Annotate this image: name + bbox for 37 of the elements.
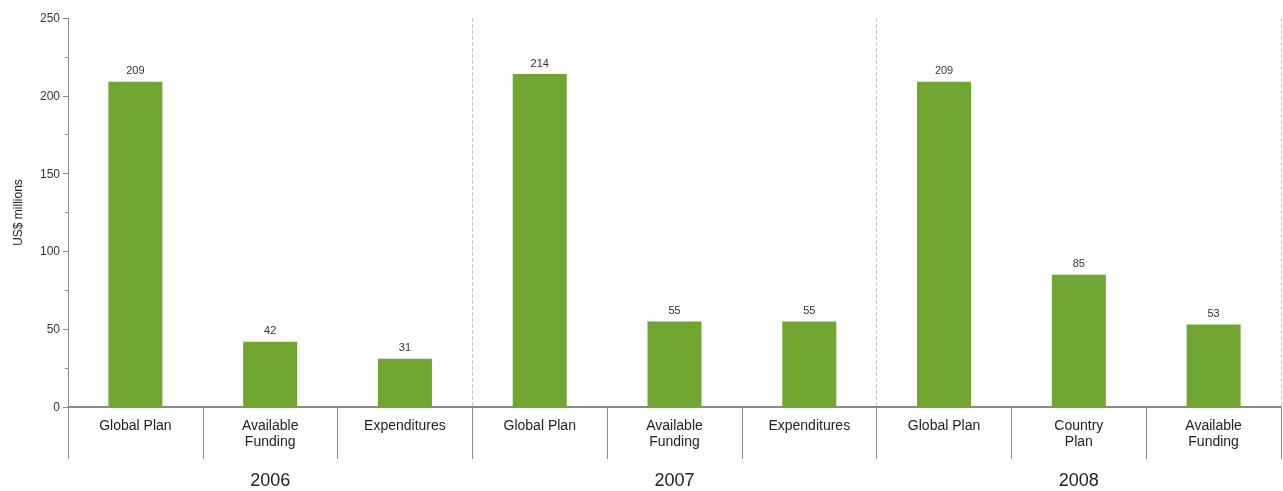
data-label: 53	[1207, 307, 1220, 320]
x-tick-label: Available Funding	[241, 417, 299, 449]
bar	[377, 358, 432, 407]
y-axis-title: US$ millions	[11, 179, 25, 246]
data-label: 55	[803, 303, 816, 316]
text: 2007	[654, 470, 695, 490]
y-tick-label: 200	[39, 88, 61, 103]
text: 2006	[250, 470, 291, 490]
bar	[782, 321, 837, 407]
x-tick-label: Global Plan	[907, 417, 981, 433]
data-label: 31	[398, 341, 412, 354]
x-tick-label: Expenditures	[364, 417, 446, 433]
bar	[243, 341, 298, 407]
x-tick-label: Global Plan	[503, 417, 576, 433]
data-label: 209	[126, 64, 145, 77]
x-tick-label: Country Plan	[1054, 417, 1104, 449]
y-tick-label: 250	[39, 11, 61, 25]
data-label: 42	[264, 324, 277, 337]
data-label: 214	[530, 56, 549, 69]
data-label: 209	[934, 64, 954, 77]
x-tick-label: Expenditures	[768, 417, 851, 433]
bar	[647, 321, 702, 407]
data-label: 85	[1072, 257, 1085, 270]
x-tick-label: Global Plan	[99, 417, 172, 433]
y-tick-label: 50	[46, 322, 61, 337]
x-tick-label: Available Funding	[1185, 417, 1243, 449]
bar	[108, 81, 163, 407]
bar	[512, 74, 567, 407]
y-tick-label: 0	[53, 400, 61, 414]
data-label: 55	[668, 303, 681, 316]
y-tick-label: 100	[39, 244, 61, 259]
bar	[917, 81, 972, 407]
text: 2008	[1058, 470, 1099, 490]
x-tick-label: Available Funding	[646, 417, 703, 449]
bar	[1186, 324, 1241, 407]
y-tick-label: 150	[39, 166, 61, 181]
bar	[1051, 274, 1106, 407]
